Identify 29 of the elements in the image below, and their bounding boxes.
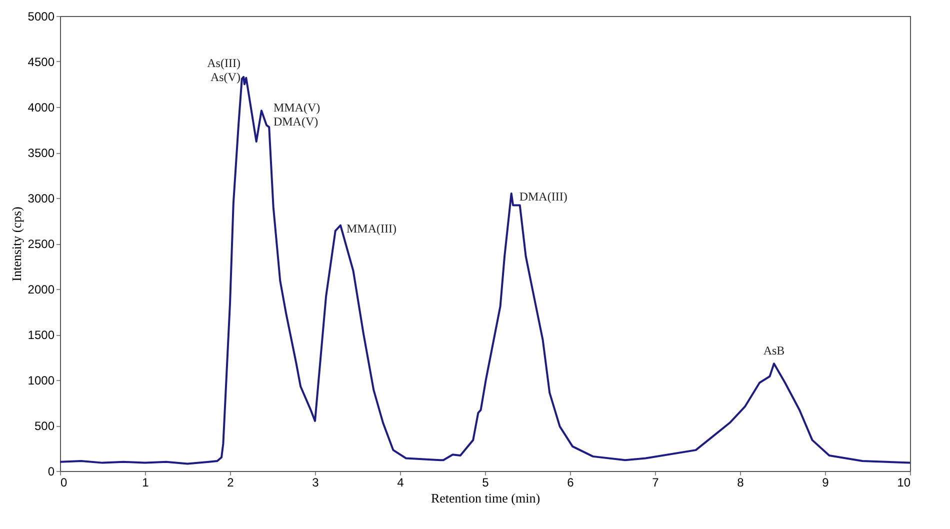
annotation: As(III) As(V) [207, 56, 240, 84]
x-tick-label: 5 [482, 476, 490, 490]
y-tick-label: 4500 [28, 55, 55, 69]
y-axis-title: Intensity (cps) [8, 206, 24, 282]
x-tick-label: 3 [312, 476, 320, 490]
x-tick-label: 4 [397, 476, 404, 490]
x-tick-label: 1 [142, 476, 150, 490]
y-tick-label: 0 [48, 464, 55, 478]
y-tick-label: 1500 [28, 328, 55, 342]
x-tick-label: 2 [227, 476, 234, 490]
y-tick-label: 4000 [28, 100, 55, 114]
x-axis-title: Retention time (min) [430, 490, 540, 506]
y-tick-label: 500 [34, 419, 55, 433]
y-tick-label: 1000 [28, 374, 55, 388]
x-tick-label: 0 [60, 476, 68, 490]
annotation: AsB [763, 344, 785, 358]
x-tick-label: 10 [897, 476, 911, 490]
y-tick-label: 5000 [28, 10, 55, 24]
annotation: MMA(V) DMA(V) [273, 100, 320, 129]
x-tick-label: 9 [822, 476, 830, 490]
y-tick-label: 2500 [28, 237, 55, 251]
x-tick-label: 6 [567, 476, 574, 490]
x-tick-label: 7 [652, 476, 660, 490]
x-tick-label: 8 [737, 476, 744, 490]
annotation: DMA(III) [519, 189, 568, 204]
annotation: MMA(III) [346, 221, 396, 236]
y-tick-label: 2000 [28, 282, 55, 296]
y-tick-label: 3500 [28, 146, 55, 160]
y-tick-label: 3000 [28, 192, 55, 206]
